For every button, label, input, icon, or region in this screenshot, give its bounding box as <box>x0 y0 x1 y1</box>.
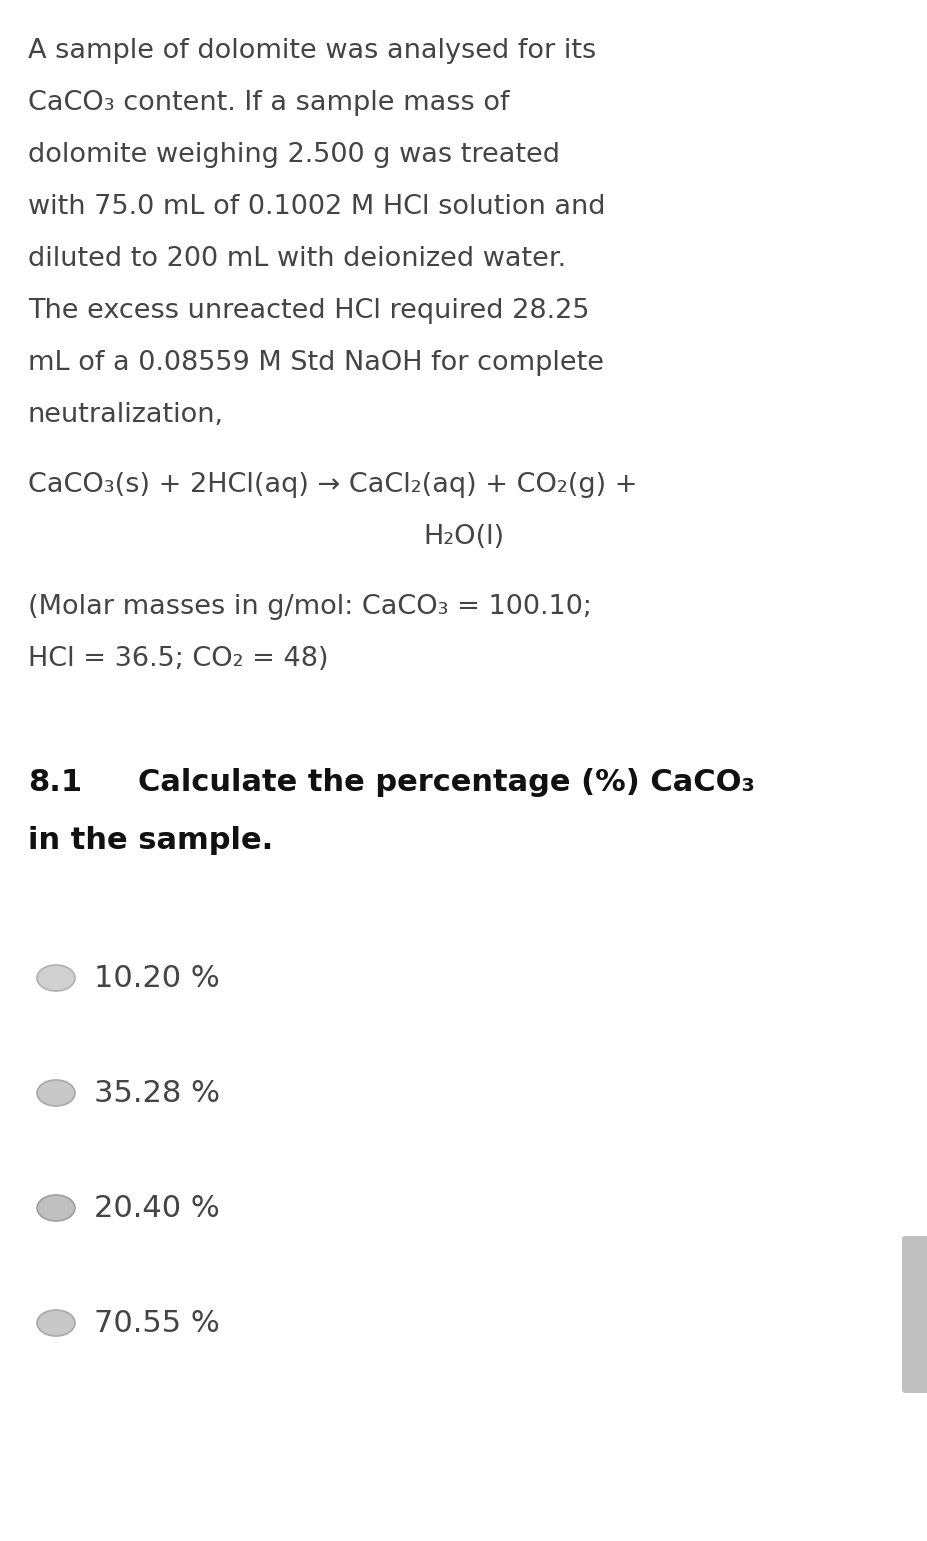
Text: neutralization,: neutralization, <box>28 402 224 428</box>
Text: CaCO₃(s) + 2HCl(aq) → CaCl₂(aq) + CO₂(g) +: CaCO₃(s) + 2HCl(aq) → CaCl₂(aq) + CO₂(g)… <box>28 472 638 498</box>
Ellipse shape <box>37 965 75 991</box>
Text: Calculate the percentage (%) CaCO₃: Calculate the percentage (%) CaCO₃ <box>138 767 755 797</box>
Text: with 75.0 mL of 0.1002 M HCl solution and: with 75.0 mL of 0.1002 M HCl solution an… <box>28 194 605 220</box>
Text: A sample of dolomite was analysed for its: A sample of dolomite was analysed for it… <box>28 39 596 65</box>
Text: in the sample.: in the sample. <box>28 826 273 855</box>
Text: diluted to 200 mL with deionized water.: diluted to 200 mL with deionized water. <box>28 247 566 273</box>
Text: 10.20 %: 10.20 % <box>94 965 220 992</box>
FancyBboxPatch shape <box>902 1236 927 1393</box>
Text: 8.1: 8.1 <box>28 767 83 797</box>
Text: dolomite weighing 2.500 g was treated: dolomite weighing 2.500 g was treated <box>28 142 560 168</box>
Text: 35.28 %: 35.28 % <box>94 1079 220 1108</box>
Text: (Molar masses in g/mol: CaCO₃ = 100.10;: (Molar masses in g/mol: CaCO₃ = 100.10; <box>28 593 591 619</box>
Text: mL of a 0.08559 M Std NaOH for complete: mL of a 0.08559 M Std NaOH for complete <box>28 350 604 376</box>
Text: 20.40 %: 20.40 % <box>94 1194 220 1224</box>
Ellipse shape <box>37 1080 75 1106</box>
Ellipse shape <box>37 1310 75 1336</box>
Text: 70.55 %: 70.55 % <box>94 1308 220 1338</box>
Ellipse shape <box>37 1194 75 1220</box>
Text: The excess unreacted HCl required 28.25: The excess unreacted HCl required 28.25 <box>28 297 590 324</box>
Text: H₂O(l): H₂O(l) <box>423 524 504 550</box>
Text: CaCO₃ content. If a sample mass of: CaCO₃ content. If a sample mass of <box>28 89 510 116</box>
Text: HCl = 36.5; CO₂ = 48): HCl = 36.5; CO₂ = 48) <box>28 646 328 672</box>
